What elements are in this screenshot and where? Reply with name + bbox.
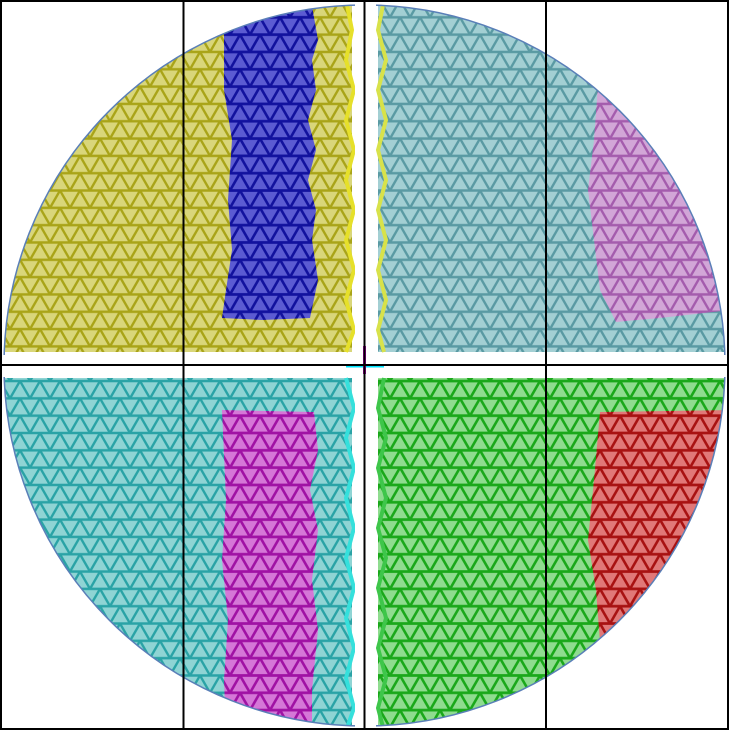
region-bottom-right-boundary [375, 377, 389, 726]
region-top-right-boundary [375, 5, 389, 353]
region-bottom-left-boundary [343, 377, 357, 726]
region-bottom-left-inner [222, 410, 318, 726]
region-top-left-inner [222, 6, 318, 320]
region-top-left-boundary [343, 5, 357, 353]
